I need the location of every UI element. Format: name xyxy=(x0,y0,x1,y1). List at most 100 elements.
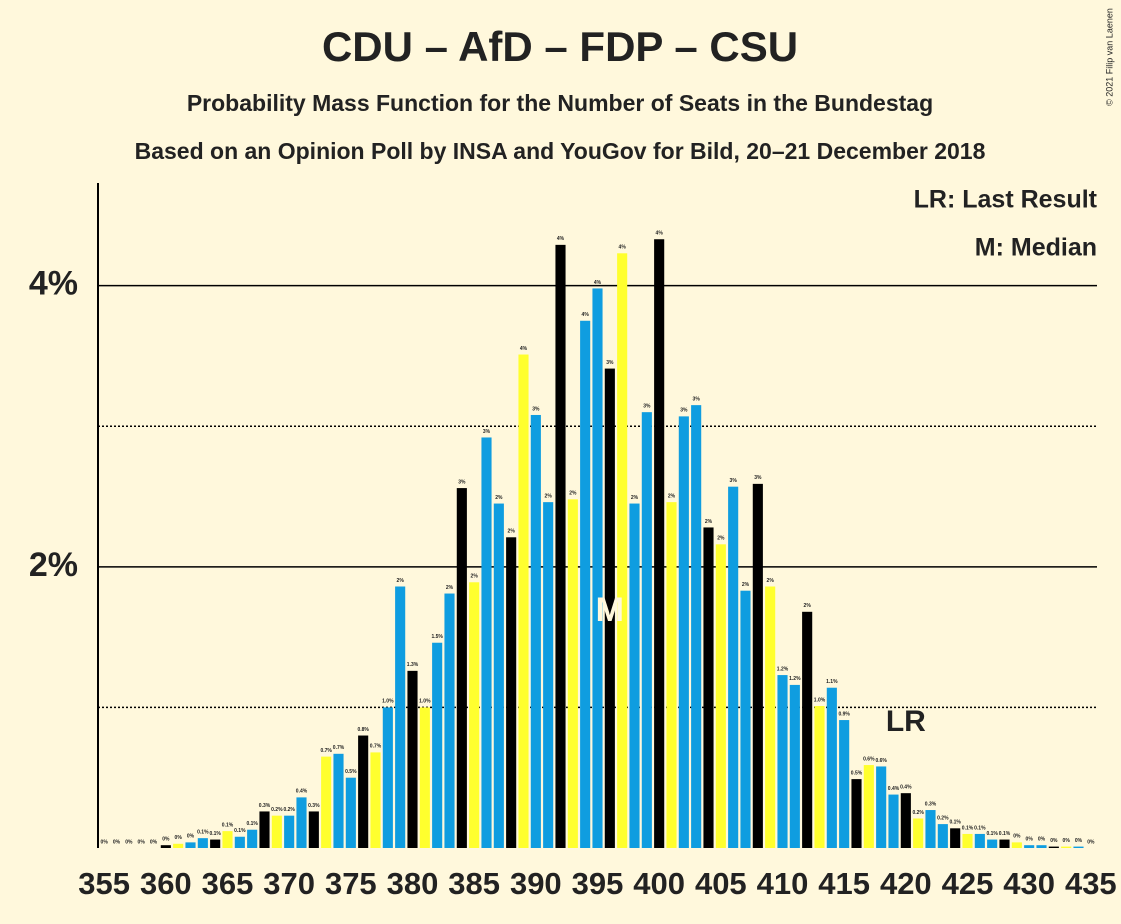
bar xyxy=(296,797,307,848)
value-label: 2% xyxy=(631,495,639,501)
value-label: 1.0% xyxy=(382,699,394,705)
value-label: 0.6% xyxy=(875,758,887,764)
x-tick-label: 375 xyxy=(325,866,377,901)
bar xyxy=(395,586,406,848)
bar xyxy=(197,838,208,848)
value-label: 0.1% xyxy=(974,825,986,831)
bar xyxy=(728,486,739,848)
bar xyxy=(185,842,196,848)
bar xyxy=(863,765,874,848)
bar xyxy=(259,811,270,848)
value-label: 1.3% xyxy=(407,662,419,668)
x-tick-label: 370 xyxy=(263,866,315,901)
bar xyxy=(1011,842,1022,848)
bar xyxy=(555,244,566,848)
value-label: 2% xyxy=(446,585,454,591)
last-result-marker: LR xyxy=(886,705,926,738)
bar xyxy=(826,687,837,848)
value-label: 0% xyxy=(1087,839,1095,845)
value-label: 3% xyxy=(643,403,651,409)
x-tick-label: 390 xyxy=(510,866,562,901)
bar xyxy=(1048,846,1059,848)
legend-entry: LR: Last Result xyxy=(914,186,1098,214)
x-tick-label: 360 xyxy=(140,866,192,901)
bar xyxy=(284,815,295,848)
value-label: 3% xyxy=(458,479,466,485)
bar xyxy=(1036,845,1047,848)
bar xyxy=(888,794,899,848)
value-label: 0.6% xyxy=(863,756,875,762)
value-label: 0.3% xyxy=(925,801,937,807)
value-label: 0% xyxy=(1013,834,1021,840)
value-label: 0.7% xyxy=(320,748,332,754)
value-label: 2% xyxy=(705,519,713,525)
value-label: 0% xyxy=(1075,838,1083,844)
bar xyxy=(851,779,862,848)
bar xyxy=(358,735,369,848)
bar xyxy=(580,320,591,848)
bar xyxy=(678,416,689,848)
bar xyxy=(876,766,887,848)
bar xyxy=(715,544,726,848)
bar xyxy=(271,815,282,848)
value-label: 4% xyxy=(619,245,627,251)
bar xyxy=(752,483,763,848)
bar xyxy=(1073,846,1084,848)
bar xyxy=(839,720,850,848)
value-label: 0.1% xyxy=(234,828,246,834)
value-label: 3% xyxy=(680,408,688,414)
x-tick-label: 415 xyxy=(818,866,870,901)
bar xyxy=(407,670,418,848)
bar xyxy=(691,405,702,848)
value-label: 2% xyxy=(397,578,405,584)
bar xyxy=(567,499,578,848)
x-tick-label: 365 xyxy=(202,866,254,901)
value-label: 3% xyxy=(606,360,614,366)
bar xyxy=(481,437,492,848)
bar xyxy=(604,368,615,848)
bar xyxy=(999,839,1010,848)
bar xyxy=(456,488,467,848)
value-label: 0.2% xyxy=(912,810,924,816)
value-label: 4% xyxy=(594,280,602,286)
value-label: 0.1% xyxy=(246,821,258,827)
bar xyxy=(925,810,936,848)
bar xyxy=(321,756,332,848)
bar xyxy=(654,239,665,848)
bar xyxy=(641,412,652,848)
value-label: 0.1% xyxy=(999,831,1011,837)
median-marker: M xyxy=(596,591,624,629)
x-tick-label: 425 xyxy=(942,866,994,901)
value-label: 0.1% xyxy=(222,822,234,828)
value-label: 0.2% xyxy=(271,807,283,813)
x-tick-label: 405 xyxy=(695,866,747,901)
value-label: 0.5% xyxy=(851,770,863,776)
x-tick-label: 380 xyxy=(387,866,439,901)
chart-subtitle: Based on an Opinion Poll by INSA and You… xyxy=(135,138,986,164)
bar xyxy=(469,582,480,848)
bar xyxy=(913,818,924,848)
value-label: 4% xyxy=(557,236,565,242)
bar xyxy=(789,684,800,848)
value-label: 2% xyxy=(471,574,479,580)
value-label: 3% xyxy=(483,429,491,435)
value-label: 0.3% xyxy=(259,803,271,809)
value-label: 2% xyxy=(804,603,812,609)
chart-title: CDU – AfD – FDP – CSU xyxy=(322,23,798,70)
bar xyxy=(950,828,961,848)
value-label: 0.1% xyxy=(986,831,998,837)
value-label: 2% xyxy=(767,578,775,584)
value-label: 2% xyxy=(717,536,725,542)
bar xyxy=(382,707,393,848)
bar xyxy=(777,675,788,848)
value-label: 0.7% xyxy=(370,744,382,750)
value-label: 0% xyxy=(1038,837,1046,843)
x-tick-label: 400 xyxy=(633,866,685,901)
value-label: 4% xyxy=(520,346,528,352)
bar xyxy=(173,843,184,848)
value-label: 0.7% xyxy=(333,745,345,751)
bar xyxy=(543,502,554,848)
value-label: 0.4% xyxy=(888,786,900,792)
x-tick-label: 395 xyxy=(572,866,624,901)
